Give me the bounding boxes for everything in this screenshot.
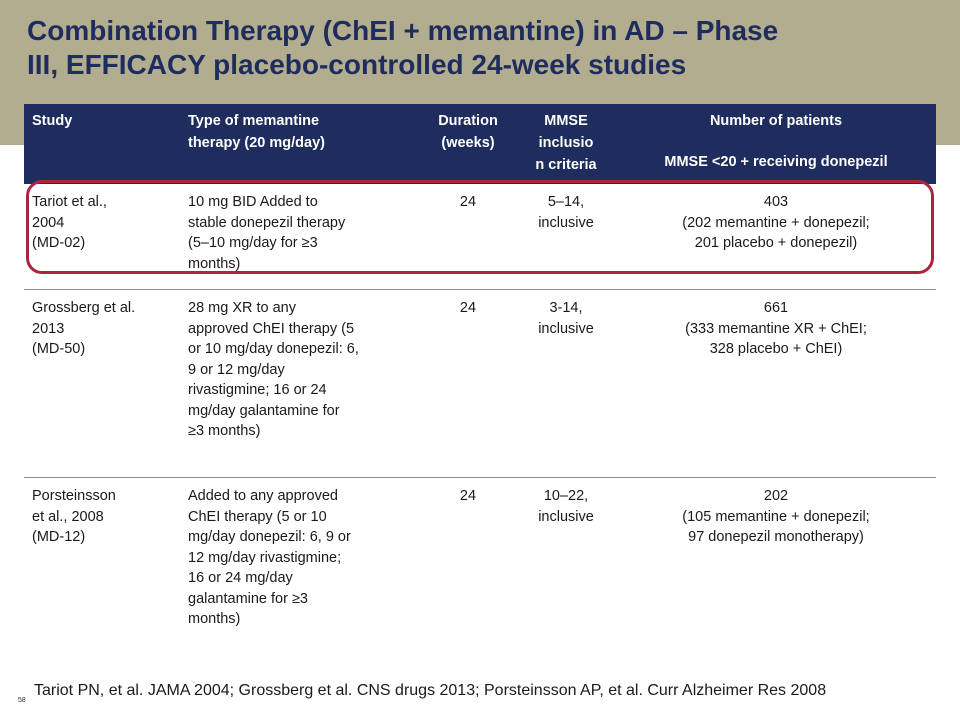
row-divider [24, 289, 936, 290]
table-header: Study Type of memantine therapy (20 mg/d… [24, 104, 936, 184]
cell-duration: 24 [459, 488, 477, 504]
header-patients-sub: MMSE <20 + receiving donepezil [664, 154, 888, 170]
cell-patients: 403 (202 memantine + donepezil; 201 plac… [682, 194, 870, 251]
table-row: Porsteinsson et al., 2008 (MD-12) Added … [24, 478, 936, 650]
header-mmse: MMSE inclusio n criteria [535, 113, 597, 173]
references-footer: Tariot PN, et al. JAMA 2004; Grossberg e… [34, 682, 827, 699]
cell-mmse: 5–14, inclusive [538, 194, 594, 231]
cell-type: 10 mg BID Added to stable donepezil ther… [188, 194, 346, 272]
header-duration: Duration (weeks) [438, 113, 498, 151]
cell-duration: 24 [459, 194, 477, 210]
header-study: Study [32, 113, 73, 129]
cell-mmse: 10–22, inclusive [538, 488, 594, 525]
table-row: Grossberg et al. 2013 (MD-50) 28 mg XR t… [24, 290, 936, 478]
header-patients: Number of patients MMSE <20 + receiving … [620, 110, 932, 170]
cell-study: Porsteinsson et al., 2008 (MD-12) [32, 488, 116, 545]
slide-title: Combination Therapy (ChEI + memantine) i… [27, 14, 937, 82]
cell-mmse: 3-14, inclusive [538, 300, 594, 337]
title-line-2: III, EFFICACY placebo-controlled 24-week… [27, 49, 687, 80]
cell-patients: 661 (333 memantine XR + ChEI; 328 placeb… [685, 300, 867, 357]
cell-study: Tariot et al., 2004 (MD-02) [32, 194, 107, 251]
studies-table: Study Type of memantine therapy (20 mg/d… [24, 104, 936, 650]
header-type: Type of memantine therapy (20 mg/day) [188, 113, 325, 151]
cell-duration: 24 [459, 300, 477, 316]
slide-number: 58 [18, 697, 26, 704]
cell-type: 28 mg XR to any approved ChEI therapy (5… [188, 300, 359, 439]
cell-patients: 202 (105 memantine + donepezil; 97 donep… [682, 488, 870, 545]
cell-type: Added to any approved ChEI therapy (5 or… [188, 488, 351, 627]
title-line-1: Combination Therapy (ChEI + memantine) i… [27, 15, 779, 46]
row-divider [24, 477, 936, 478]
table-row: Tariot et al., 2004 (MD-02) 10 mg BID Ad… [24, 184, 936, 390]
cell-study: Grossberg et al. 2013 (MD-50) [32, 300, 136, 357]
